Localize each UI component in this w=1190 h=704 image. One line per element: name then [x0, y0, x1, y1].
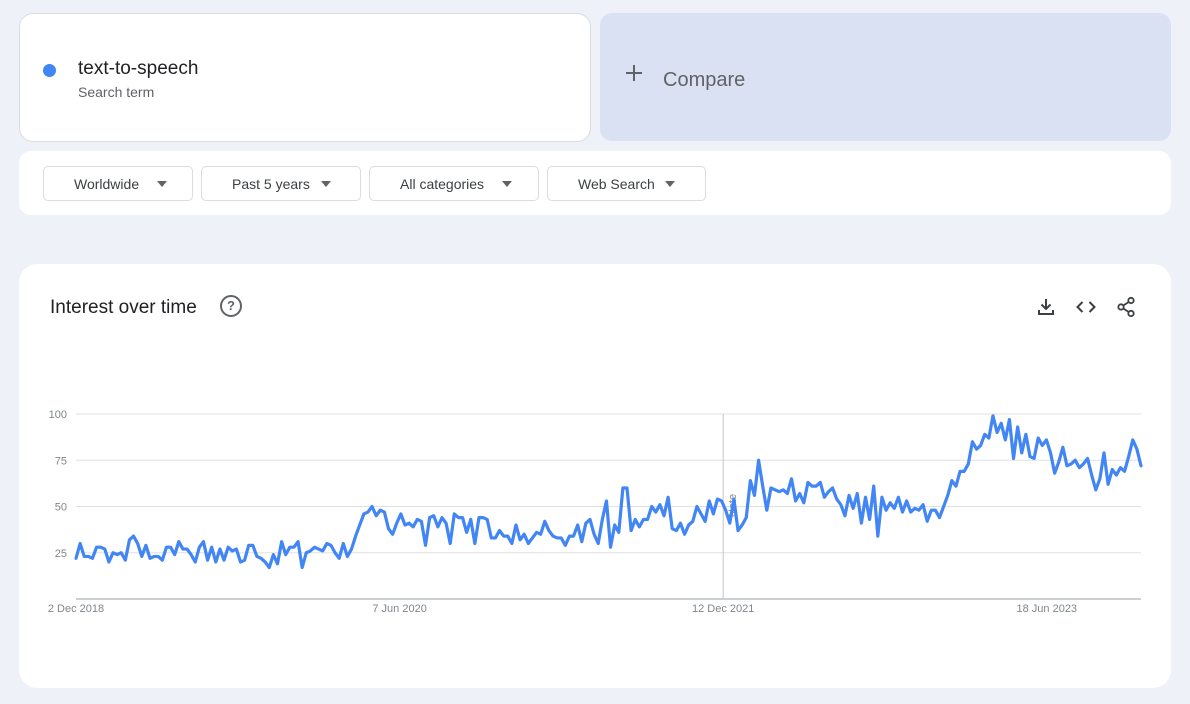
interest-over-time-panel: 25 50 75 100 2 Dec 2018 7 Jun 2020 12 Dec 2021…	[19, 264, 1171, 688]
location-filter-label: Worldwide	[74, 176, 140, 192]
location-filter-dropdown[interactable]: Worldwide	[43, 166, 193, 201]
category-filter-label: All categories	[400, 176, 485, 192]
interest-over-time-chart: 25 50 75 100 2 Dec 2018 7 Jun 2020 12 Dec 2021…	[48, 409, 1143, 615]
panel-title: Interest over time	[50, 297, 197, 318]
x-tick-label: 2 Dec 2018	[48, 603, 104, 615]
x-tick-label: 7 Jun 2020	[372, 603, 426, 615]
search-term-name[interactable]: text-to-speech	[78, 58, 199, 79]
x-tick-label: 12 Dec 2021	[692, 603, 754, 615]
x-tick-label: 18 Jun 2023	[1017, 603, 1078, 615]
download-icon[interactable]	[1034, 295, 1058, 319]
y-tick-label: 50	[55, 502, 67, 514]
plus-icon	[626, 65, 642, 81]
filter-bar: Worldwide Past 5 years All categories We…	[19, 151, 1171, 215]
caret-down-icon	[665, 181, 675, 187]
embed-code-icon[interactable]	[1074, 295, 1098, 319]
search-term-card[interactable]: text-to-speech Search term	[19, 13, 591, 142]
caret-down-icon	[502, 181, 512, 187]
compare-button[interactable]: Compare	[600, 13, 1171, 141]
y-tick-label: 25	[55, 548, 67, 560]
series-line-0	[74, 414, 1143, 570]
share-icon[interactable]	[1114, 295, 1138, 319]
y-tick-label: 75	[55, 455, 67, 467]
caret-down-icon	[157, 181, 167, 187]
compare-label: Compare	[663, 69, 746, 91]
series-color-dot	[43, 64, 56, 77]
help-icon[interactable]: ?	[220, 295, 242, 317]
time-range-filter-label: Past 5 years	[232, 176, 310, 192]
caret-down-icon	[321, 181, 331, 187]
time-range-filter-dropdown[interactable]: Past 5 years	[201, 166, 361, 201]
category-filter-dropdown[interactable]: All categories	[369, 166, 539, 201]
search-type-filter-dropdown[interactable]: Web Search	[547, 166, 706, 201]
search-term-subtitle: Search term	[78, 84, 155, 100]
search-type-filter-label: Web Search	[578, 176, 655, 192]
y-tick-label: 100	[49, 409, 67, 421]
